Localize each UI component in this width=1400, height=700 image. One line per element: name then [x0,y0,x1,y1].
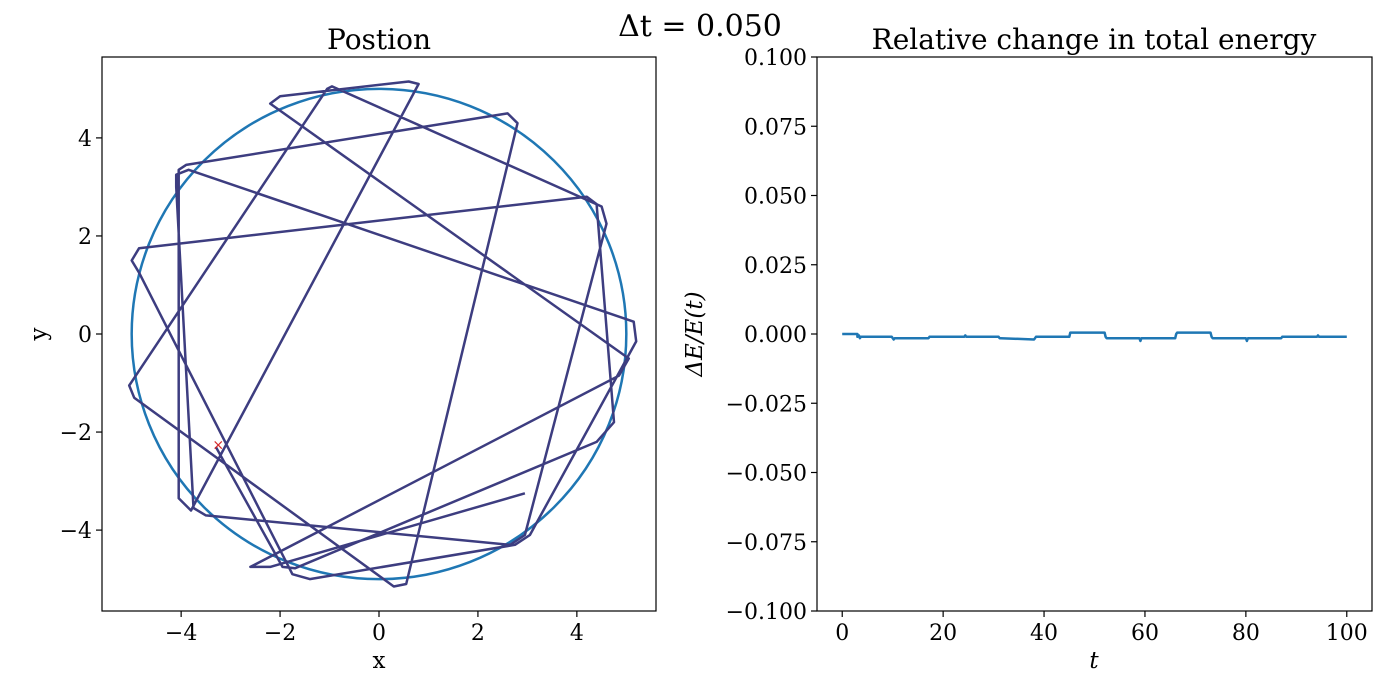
position-y-tick-label: 2 [78,225,92,250]
energy-y-label: ΔE/E(t) [682,291,708,377]
energy-y-tick-label: 0.075 [744,115,807,140]
energy-y-tick-label: −0.050 [726,462,807,487]
position-x-tick-label: −2 [264,621,296,646]
position-title: Postion [327,23,431,56]
energy-y-tick-label: 0.050 [744,185,807,210]
position-x-tick-label: 2 [471,621,485,646]
energy-y-ticks: −0.100 −0.075 −0.050 −0.025 0.000 0.025 0.050 0… [726,46,817,625]
position-x-tick-label: −4 [165,621,197,646]
energy-panel: Relative change in total energy 0 20 40 60 8… [682,23,1373,674]
energy-y-tick-label: 0.100 [744,46,807,71]
energy-x-tick-label: 80 [1232,621,1260,646]
position-plot-area: × [127,80,638,588]
energy-y-tick-label: −0.100 [726,600,807,625]
energy-y-tick-label: −0.025 [726,392,807,417]
position-y-tick-label: 0 [78,323,92,348]
position-panel: Postion × −4 −2 0 2 4 −4 −2 0 2 4 x y [26,23,657,674]
position-y-tick-label: 4 [78,127,92,152]
position-x-tick-label: 4 [570,621,584,646]
energy-x-tick-label: 100 [1326,621,1368,646]
energy-y-tick-label: 0.025 [744,254,807,279]
energy-x-tick-label: 0 [835,621,849,646]
energy-x-label: t [1089,648,1099,674]
energy-x-tick-label: 60 [1131,621,1159,646]
position-y-tick-label: −4 [60,519,92,544]
energy-plot-area [842,331,1347,343]
position-y-label: y [26,328,52,342]
position-y-tick-label: −2 [60,421,92,446]
energy-x-tick-label: 40 [1030,621,1058,646]
energy-axes-frame [816,56,1373,612]
position-x-label: x [373,648,386,674]
position-x-ticks: −4 −2 0 2 4 [165,611,584,646]
figure-suptitle: Δt = 0.050 [618,9,782,44]
position-y-ticks: −4 −2 0 2 4 [60,127,102,544]
energy-x-tick-label: 20 [929,621,957,646]
start-marker: × [212,437,224,453]
energy-title: Relative change in total energy [872,23,1317,56]
trajectory-line [127,80,638,588]
energy-y-tick-label: −0.075 [726,531,807,556]
energy-line [842,331,1347,343]
boundary-circle [130,87,628,581]
energy-x-ticks: 0 20 40 60 80 100 [835,611,1368,646]
energy-y-tick-label: 0.000 [744,323,807,348]
position-x-tick-label: 0 [372,621,386,646]
